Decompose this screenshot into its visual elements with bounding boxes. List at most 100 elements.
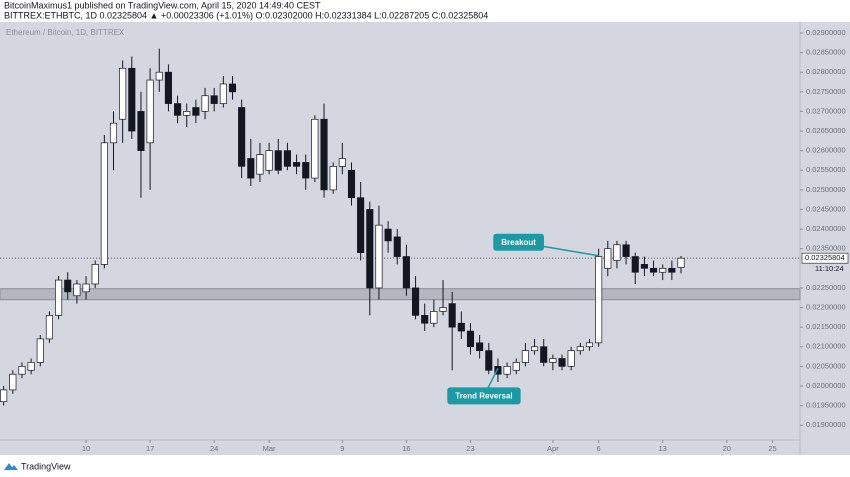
candle-body xyxy=(421,315,429,324)
y-tick-label: 0.02650000 xyxy=(806,126,846,135)
candle xyxy=(558,354,566,371)
candle xyxy=(595,248,603,347)
candle-body xyxy=(192,107,200,116)
candle-body xyxy=(219,83,227,104)
y-tick-label: 0.02750000 xyxy=(806,87,846,96)
y-tick-label: 0.02550000 xyxy=(806,165,846,174)
candle xyxy=(183,103,191,128)
y-tick-label: 0.02000000 xyxy=(806,381,846,390)
candle-body xyxy=(540,346,548,363)
candle-body xyxy=(164,71,172,104)
candle xyxy=(366,201,374,316)
footer-brand: TradingView xyxy=(21,461,71,471)
candle-body xyxy=(659,267,667,273)
candle-body xyxy=(338,158,346,167)
candle xyxy=(412,276,420,320)
candle-body xyxy=(347,169,356,199)
candle xyxy=(494,358,502,383)
candle xyxy=(146,68,154,190)
x-tick-label: Mar xyxy=(263,444,276,453)
candle-body xyxy=(613,244,621,261)
candle-body xyxy=(549,358,557,363)
candle xyxy=(192,99,200,124)
candle-body xyxy=(109,122,118,144)
candle xyxy=(100,134,108,269)
candle xyxy=(91,260,99,288)
candle-body xyxy=(0,389,8,403)
y-tick-label: 0.02600000 xyxy=(806,146,846,155)
candle-body xyxy=(247,158,255,179)
candle-body xyxy=(36,338,44,363)
chart-title: Ethereum / Bitcoin, 1D, BITTREX xyxy=(6,28,125,37)
candle-body xyxy=(329,165,337,191)
candle-body xyxy=(640,264,648,269)
candle xyxy=(55,276,63,320)
candle xyxy=(109,111,118,171)
candle xyxy=(9,370,17,394)
candle xyxy=(247,138,255,186)
candle xyxy=(567,346,575,371)
candle-body xyxy=(576,346,584,352)
candle xyxy=(540,338,548,367)
candle-body xyxy=(174,103,182,116)
candle-body xyxy=(595,256,603,344)
candle xyxy=(375,205,383,300)
candle xyxy=(155,48,163,92)
y-tick-label: 0.02700000 xyxy=(806,106,846,115)
annotation-box xyxy=(447,387,521,405)
candle xyxy=(640,256,648,277)
candle-body xyxy=(265,150,273,171)
x-tick-label: 6 xyxy=(597,444,601,453)
candle-body xyxy=(567,350,575,367)
candle xyxy=(293,154,301,175)
y-tick-label: 0.02150000 xyxy=(806,322,846,331)
x-tick-label: 10 xyxy=(82,444,90,453)
last-price-box xyxy=(801,252,849,264)
candle-body xyxy=(604,248,612,269)
candle xyxy=(228,76,237,100)
candle-body xyxy=(439,307,447,312)
candle-body xyxy=(293,162,301,167)
candle xyxy=(485,342,493,375)
candle xyxy=(265,142,273,175)
y-tick-label: 0.02800000 xyxy=(806,67,846,76)
y-tick-label: 0.01950000 xyxy=(806,401,846,410)
candle-body xyxy=(45,315,53,340)
candle-body xyxy=(384,228,392,242)
candle xyxy=(631,252,639,284)
candle xyxy=(384,221,392,253)
candle xyxy=(320,103,328,198)
publisher-line: BitcoinMaximus1 published on TradingView… xyxy=(4,0,321,10)
candle xyxy=(27,358,35,375)
candle-body xyxy=(283,150,291,167)
candle xyxy=(476,334,484,359)
candle-body xyxy=(18,366,26,375)
candle-body xyxy=(494,366,502,375)
candle xyxy=(613,240,621,269)
candle xyxy=(0,385,8,406)
candle-body xyxy=(128,67,136,132)
candle xyxy=(329,162,337,194)
candle xyxy=(45,311,53,343)
candle xyxy=(393,229,401,265)
x-tick-label: 17 xyxy=(146,444,154,453)
y-tick-label: 0.02450000 xyxy=(806,204,846,213)
candle xyxy=(256,142,264,183)
candle-body xyxy=(357,197,365,253)
candle-body xyxy=(302,162,310,179)
y-tick-label: 0.02850000 xyxy=(806,48,846,57)
y-tick-label: 0.02350000 xyxy=(806,244,846,253)
candle xyxy=(36,334,44,367)
candle-body xyxy=(485,350,493,371)
candle xyxy=(439,280,447,316)
x-tick-label: 24 xyxy=(210,444,218,453)
candle xyxy=(302,154,310,190)
candle-body xyxy=(55,279,63,316)
x-tick-label: 9 xyxy=(340,444,344,453)
x-tick-label: 13 xyxy=(659,444,667,453)
candle-body xyxy=(677,257,685,268)
candle xyxy=(64,272,72,300)
candle xyxy=(677,255,685,274)
candle-body xyxy=(91,264,99,285)
candle-body xyxy=(668,267,676,273)
